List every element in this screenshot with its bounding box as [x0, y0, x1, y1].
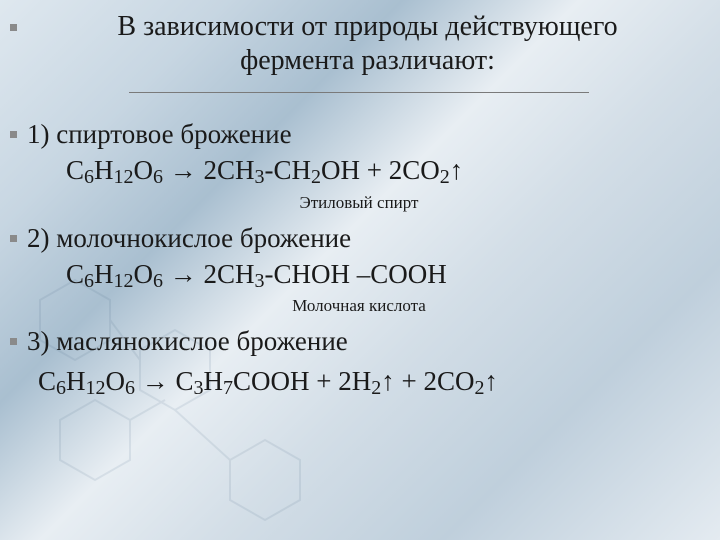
item-heading: 2) молочнокислое брожение — [27, 221, 708, 256]
bullet-square-icon — [10, 235, 17, 242]
list-item: 1) спиртовое брожение — [10, 117, 708, 152]
slide: В зависимости от природы действующего фе… — [0, 0, 720, 540]
title-line-1: В зависимости от природы действующего — [27, 10, 708, 44]
slide-title: В зависимости от природы действующего фе… — [27, 10, 708, 78]
title-separator — [129, 92, 589, 93]
item-caption: Молочная кислота — [10, 296, 708, 316]
list-item: 3) маслянокислое брожение — [10, 324, 708, 359]
item-heading: 1) спиртовое брожение — [27, 117, 708, 152]
item-formula: С6Н12О6 → 2СН3-СН2ОН + 2СО2↑ — [66, 152, 708, 188]
bullet-square-icon — [10, 338, 17, 345]
item-formula: С6Н12О6 → С3Н7СООН + 2Н2↑ + 2СО2↑ — [38, 363, 708, 399]
bullet-square-icon — [10, 24, 17, 31]
item-caption: Этиловый спирт — [10, 193, 708, 213]
title-line-2: фермента различают: — [27, 44, 708, 78]
item-formula: С6Н12О6 → 2СН3-СНОН –СООН — [66, 256, 708, 292]
title-row: В зависимости от природы действующего фе… — [10, 10, 708, 78]
item-heading: 3) маслянокислое брожение — [27, 324, 708, 359]
bullet-square-icon — [10, 131, 17, 138]
list-item: 2) молочнокислое брожение — [10, 221, 708, 256]
